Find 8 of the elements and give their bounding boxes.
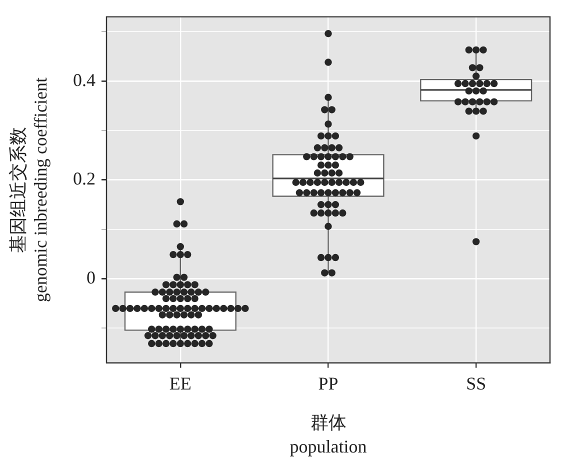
- y-tick-label: 0.2: [73, 168, 96, 189]
- y-tick-label: 0: [86, 268, 96, 288]
- x-tick-label: EE: [169, 373, 192, 394]
- y-axis-title: 基因组近交系数 genomic inbreeding coefficient: [8, 78, 50, 302]
- x-axis-title: 群体 population: [290, 412, 367, 457]
- y-tick-label: 0.4: [73, 70, 96, 90]
- x-tick-label: PP: [318, 373, 338, 394]
- x-tick-label: SS: [466, 373, 486, 394]
